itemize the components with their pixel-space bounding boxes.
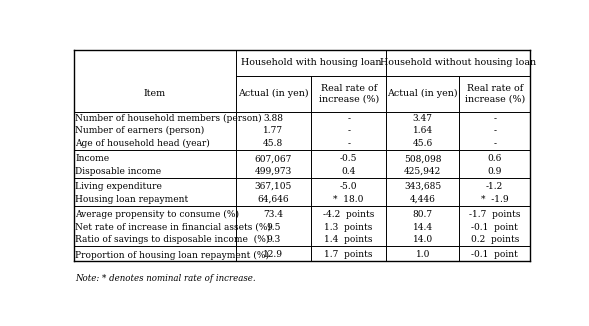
Text: Number of household members (person): Number of household members (person): [75, 114, 262, 123]
Text: -: -: [347, 139, 350, 148]
Text: Note: * denotes nominal rate of increase.: Note: * denotes nominal rate of increase…: [75, 274, 256, 283]
Text: Age of household head (year): Age of household head (year): [75, 139, 210, 148]
Text: 425,942: 425,942: [404, 167, 441, 176]
Text: 1.4  points: 1.4 points: [325, 235, 373, 244]
Text: Actual (in yen): Actual (in yen): [388, 89, 458, 98]
Text: *  18.0: * 18.0: [333, 195, 364, 204]
Text: Proportion of housing loan repayment (%): Proportion of housing loan repayment (%): [75, 250, 269, 259]
Text: -5.0: -5.0: [340, 182, 358, 191]
Text: Living expenditure: Living expenditure: [75, 182, 163, 191]
Text: Household without housing loan: Household without housing loan: [380, 58, 536, 67]
Text: Real rate of
increase (%): Real rate of increase (%): [319, 84, 379, 103]
Text: 1.3  points: 1.3 points: [325, 223, 373, 231]
Text: 14.4: 14.4: [413, 223, 433, 231]
Text: 9.3: 9.3: [266, 235, 280, 244]
Text: Real rate of
increase (%): Real rate of increase (%): [465, 84, 525, 103]
Text: Income: Income: [75, 154, 110, 163]
Text: Item: Item: [144, 89, 166, 98]
Text: -0.5: -0.5: [340, 154, 358, 163]
Text: -4.2  points: -4.2 points: [323, 210, 375, 219]
Text: 607,067: 607,067: [254, 154, 292, 163]
Text: 0.9: 0.9: [488, 167, 502, 176]
Text: -1.7  points: -1.7 points: [469, 210, 521, 219]
Text: 9.5: 9.5: [266, 223, 280, 231]
Text: -: -: [347, 114, 350, 123]
Text: -0.1  point: -0.1 point: [471, 223, 518, 231]
Text: Housing loan repayment: Housing loan repayment: [75, 195, 188, 204]
Text: -: -: [493, 126, 496, 135]
Text: 14.0: 14.0: [413, 235, 433, 244]
Text: -: -: [493, 139, 496, 148]
Text: 1.64: 1.64: [413, 126, 433, 135]
Text: 80.7: 80.7: [413, 210, 433, 219]
Text: 367,105: 367,105: [254, 182, 292, 191]
Text: 3.47: 3.47: [413, 114, 433, 123]
Text: 1.0: 1.0: [416, 250, 430, 259]
Text: Household with housing loan: Household with housing loan: [241, 58, 381, 67]
Text: -1.2: -1.2: [486, 182, 504, 191]
Text: -: -: [347, 126, 350, 135]
Text: 12.9: 12.9: [263, 250, 283, 259]
Text: 0.6: 0.6: [488, 154, 502, 163]
Text: 45.8: 45.8: [263, 139, 283, 148]
Text: 1.77: 1.77: [263, 126, 283, 135]
Text: Ratio of savings to disposable income  (%): Ratio of savings to disposable income (%…: [75, 235, 270, 244]
Text: 0.2  points: 0.2 points: [471, 235, 519, 244]
Text: 343,685: 343,685: [404, 182, 441, 191]
Text: Actual (in yen): Actual (in yen): [238, 89, 309, 98]
Text: Average propensity to consume (%): Average propensity to consume (%): [75, 210, 240, 219]
Text: -0.1  point: -0.1 point: [471, 250, 518, 259]
Text: 4,446: 4,446: [410, 195, 436, 204]
Text: 45.6: 45.6: [413, 139, 433, 148]
Text: Number of earners (person): Number of earners (person): [75, 126, 205, 136]
Text: Disposable income: Disposable income: [75, 167, 161, 176]
Text: *  -1.9: * -1.9: [481, 195, 508, 204]
Text: 73.4: 73.4: [263, 210, 283, 219]
Text: 499,973: 499,973: [254, 167, 292, 176]
Text: 508,098: 508,098: [404, 154, 442, 163]
Text: 64,646: 64,646: [257, 195, 289, 204]
Text: 3.88: 3.88: [263, 114, 283, 123]
Text: 1.7  points: 1.7 points: [325, 250, 373, 259]
Text: Net rate of increase in financial assets (%): Net rate of increase in financial assets…: [75, 223, 272, 231]
Text: 0.4: 0.4: [342, 167, 356, 176]
Text: -: -: [493, 114, 496, 123]
